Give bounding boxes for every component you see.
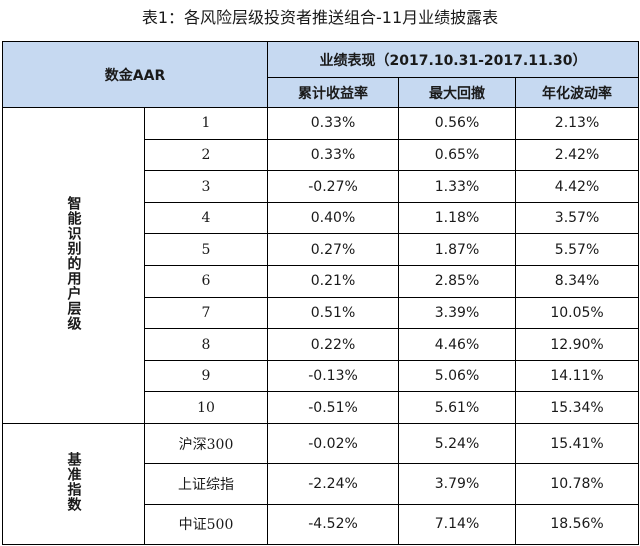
volatility-cell: 15.34% [515,391,640,425]
column-header-volatility: 年化波动率 [515,77,640,108]
volatility-cell: 14.11% [515,359,640,393]
volatility-cell: 10.05% [515,296,640,330]
max-drawdown-cell: 5.24% [398,423,517,465]
volatility-cell: 8.34% [515,265,640,298]
max-drawdown-cell: 0.65% [398,138,517,172]
header-row-2: 累计收益率 最大回撤 年化波动率 [3,77,640,108]
user-level-number: 10 [143,391,269,425]
cum-return-cell: 0.51% [267,296,400,330]
max-drawdown-cell: 5.61% [398,391,517,425]
user-level-number: 5 [143,233,269,267]
volatility-cell: 2.42% [515,138,640,172]
header-row-1: 数金AAR 业绩表现（2017.10.31-2017.11.30） [1,41,640,108]
cum-return-cell: 0.33% [267,107,400,140]
max-drawdown-cell: 0.56% [398,107,517,140]
user-level-row: 8 0.22% 4.46% 12.90% [3,328,640,361]
volatility-cell: 18.56% [515,503,640,546]
max-drawdown-cell: 4.46% [398,328,517,361]
max-drawdown-cell: 3.39% [398,296,517,330]
benchmark-row: 基准指数 沪深300 -0.02% 5.24% 15.41% [2,423,640,545]
max-drawdown-cell: 3.79% [398,463,517,505]
user-level-row: 5 0.27% 1.87% 5.57% [3,233,640,267]
cum-return-cell: -0.13% [267,359,400,393]
cum-return-cell: -4.52% [267,503,400,546]
user-level-row: 10 -0.51% 5.61% 15.34% [3,391,640,425]
volatility-cell: 5.57% [515,233,640,267]
table-caption: 表1：各风险层级投资者推送组合-11月业绩披露表 [141,8,499,27]
benchmark-section-label: 基准指数 [2,423,145,545]
volatility-cell: 2.13% [515,107,640,140]
cum-return-cell: 0.40% [267,201,400,235]
volatility-cell: 10.78% [515,463,640,505]
max-drawdown-cell: 5.06% [398,359,517,393]
user-level-row: 7 0.51% 3.39% 10.05% [3,296,640,330]
user-level-number: 6 [143,265,269,298]
benchmark-row: 中证500 -4.52% 7.14% 18.56% [3,503,640,546]
volatility-cell: 4.42% [515,170,640,203]
header-group-label: 业绩表现（2017.10.31-2017.11.30） [267,41,640,78]
user-level-number: 4 [143,201,269,235]
benchmark-index-name: 中证500 [143,503,269,546]
user-level-number: 3 [143,170,269,203]
volatility-cell: 3.57% [515,201,640,235]
user-level-number: 9 [143,359,269,393]
user-level-section-label: 智能识别的用户层级 [2,106,145,425]
benchmark-section-text: 基准指数 [65,452,82,513]
cum-return-cell: -2.24% [267,463,400,505]
max-drawdown-cell: 1.18% [398,201,517,235]
header-main-label: 数金AAR [1,41,269,108]
benchmark-index-name: 上证综指 [143,463,269,505]
cum-return-cell: 0.22% [267,328,400,361]
user-level-row: 9 -0.13% 5.06% 14.11% [3,359,640,393]
cum-return-cell: 0.21% [267,265,400,298]
cum-return-cell: -0.02% [267,423,400,465]
volatility-cell: 15.41% [515,423,640,465]
cum-return-cell: 0.27% [267,233,400,267]
user-level-number: 7 [143,296,269,330]
cum-return-cell: -0.27% [267,170,400,203]
user-level-number: 1 [143,107,269,140]
volatility-cell: 12.90% [515,328,640,361]
column-header-cum-return: 累计收益率 [267,77,400,108]
cum-return-cell: 0.33% [267,138,400,172]
column-header-max-drawdown: 最大回撤 [398,77,517,108]
cum-return-cell: -0.51% [267,391,400,425]
benchmark-index-name: 沪深300 [143,423,269,465]
performance-table: 数金AAR 业绩表现（2017.10.31-2017.11.30） 累计收益率 … [1,41,640,546]
user-level-row: 4 0.40% 1.18% 3.57% [3,201,640,235]
user-level-number: 2 [143,138,269,172]
table-body: 数金AAR 业绩表现（2017.10.31-2017.11.30） 累计收益率 … [1,41,640,546]
user-level-section-text: 智能识别的用户层级 [65,196,82,332]
user-level-row: 智能识别的用户层级 1 0.33% 0.56% 2.13% [2,106,640,425]
user-level-row: 2 0.33% 0.65% 2.42% [3,138,640,172]
max-drawdown-cell: 7.14% [398,503,517,546]
max-drawdown-cell: 1.87% [398,233,517,267]
max-drawdown-cell: 2.85% [398,265,517,298]
user-level-number: 8 [143,328,269,361]
max-drawdown-cell: 1.33% [398,170,517,203]
